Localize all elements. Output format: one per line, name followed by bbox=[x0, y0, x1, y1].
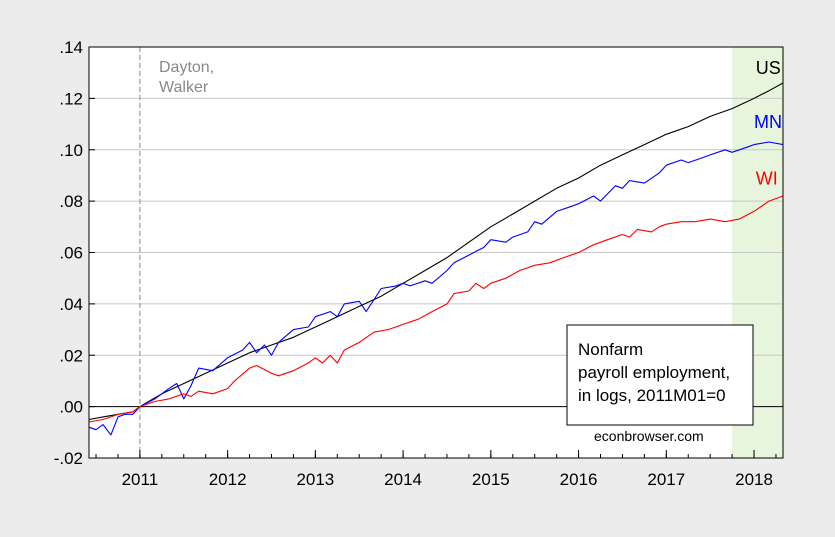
x-axis-ticks: 2011 2012 2013 2014 2015 2016 2017 2018 bbox=[95, 450, 777, 489]
y-tick-label: -.02 bbox=[54, 449, 83, 468]
series-label-wi: WI bbox=[756, 168, 778, 188]
series-labels: US MN WI bbox=[754, 58, 782, 188]
x-tick-label: 2016 bbox=[560, 470, 598, 489]
x-tick-label: 2013 bbox=[296, 470, 334, 489]
annotation-box: Nonfarm payroll employment, in logs, 201… bbox=[566, 324, 754, 426]
y-tick-label: .12 bbox=[59, 89, 83, 108]
y-tick-label: .02 bbox=[59, 346, 83, 365]
x-tick-label: 2018 bbox=[735, 470, 773, 489]
vertical-marker-label-line1: Dayton, bbox=[159, 59, 214, 76]
y-tick-label: .06 bbox=[59, 244, 83, 263]
y-tick-label: .10 bbox=[59, 141, 83, 160]
source-text: econbrowser.com bbox=[594, 428, 704, 444]
annotation-line1: Nonfarm bbox=[578, 340, 643, 359]
series-label-mn: MN bbox=[754, 112, 782, 132]
x-tick-label: 2015 bbox=[472, 470, 510, 489]
x-tick-label: 2017 bbox=[647, 470, 685, 489]
x-tick-label: 2011 bbox=[122, 470, 159, 489]
vertical-marker-label-line2: Walker bbox=[159, 79, 209, 96]
y-tick-label: .08 bbox=[59, 192, 83, 211]
y-tick-label: .04 bbox=[59, 295, 83, 314]
annotation-line2: payroll employment, bbox=[578, 363, 730, 382]
series-line-wi bbox=[88, 195, 784, 423]
series-line-mn bbox=[88, 141, 784, 436]
x-tick-label: 2014 bbox=[384, 470, 422, 489]
series-lines bbox=[88, 82, 784, 436]
y-axis-ticks: -.02 .00 .02 .04 .06 .08 .10 .12 .14 bbox=[54, 38, 95, 468]
series-line-us bbox=[88, 82, 784, 421]
annotation-box-frame bbox=[566, 324, 754, 426]
x-tick-label: 2012 bbox=[209, 470, 247, 489]
series-label-us: US bbox=[756, 58, 781, 78]
y-tick-label: .14 bbox=[59, 38, 83, 57]
annotation-line3: in logs, 2011M01=0 bbox=[578, 386, 726, 405]
y-tick-label: .00 bbox=[59, 398, 83, 417]
